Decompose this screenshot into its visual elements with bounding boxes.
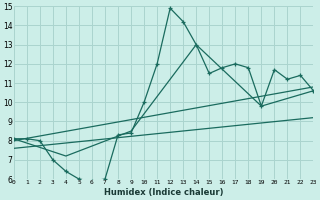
X-axis label: Humidex (Indice chaleur): Humidex (Indice chaleur) <box>104 188 223 197</box>
